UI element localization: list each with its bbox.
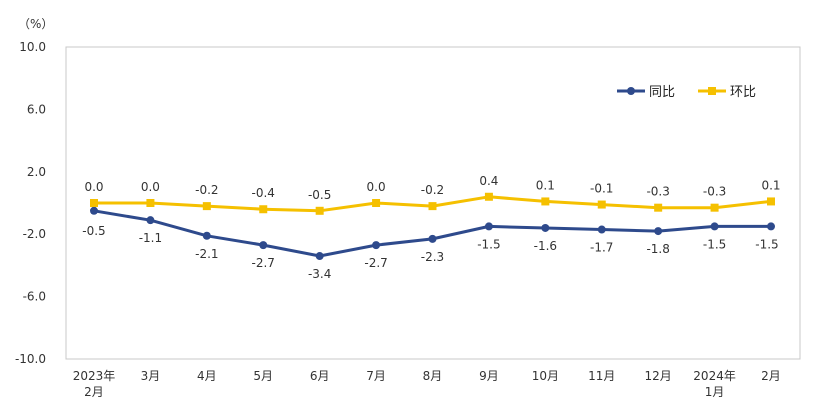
x-tick-label: 2024年 [693,369,736,383]
x-tick-label: 11月 [588,369,615,383]
data-label: -0.5 [308,188,331,202]
series-point-0 [259,241,268,250]
series-point-0 [484,222,493,231]
legend-label: 同比 [649,85,675,100]
y-axis-unit-label: （%） [18,17,53,31]
data-label: -1.5 [703,237,726,251]
data-label: -3.4 [308,267,331,281]
x-tick-label: 2月 [761,369,781,383]
x-tick-label: 10月 [532,369,559,383]
series-point-1 [372,199,381,207]
y-axis: 10.0 6.0 2.0 -2.0 -6.0 -10.0 [15,40,46,366]
series-point-1 [767,197,775,206]
data-label: -1.5 [477,237,500,251]
series-point-0 [372,241,381,250]
series-point-1 [654,203,663,212]
x-tick-label: 2023年 [73,369,116,383]
x-tick-label: 1月 [705,385,725,399]
data-label: -1.7 [590,241,613,255]
series-point-0 [315,252,324,261]
data-label: 0.0 [367,180,386,194]
y-tick-label: -6.0 [23,290,46,304]
data-label: -2.3 [421,250,444,264]
legend: 同比 环比 [617,85,756,100]
y-tick-label: 10.0 [19,40,46,54]
series-point-0 [654,227,663,236]
data-label: -0.2 [421,183,444,197]
y-tick-label: -10.0 [15,352,46,366]
x-tick-label: 6月 [310,369,330,383]
data-label: -0.3 [703,185,726,199]
series-point-0 [90,206,98,215]
x-tick-label: 8月 [423,369,443,383]
series-point-0 [202,231,211,240]
data-label: -0.3 [646,185,669,199]
legend-label: 环比 [730,85,756,100]
series-point-1 [202,202,211,211]
x-tick-label: 12月 [645,369,672,383]
series-point-1 [90,199,98,207]
data-label: -2.7 [364,256,387,270]
series-point-1 [710,203,719,212]
x-tick-label: 2月 [84,385,104,399]
data-label: 0.1 [536,178,555,192]
series-point-1 [315,206,324,215]
series-point-0 [428,234,437,243]
series-point-0 [541,223,550,232]
series-point-1 [597,200,606,209]
y-tick-label: -2.0 [23,227,46,241]
data-label: 0.4 [479,174,498,188]
data-label: -1.1 [139,231,162,245]
data-label: -1.5 [755,237,778,251]
data-label: -0.4 [252,186,275,200]
legend-swatch-marker [627,87,635,95]
series-point-0 [146,216,155,225]
data-label: -1.8 [646,242,669,256]
data-label: -0.5 [82,224,105,238]
data-label: -2.1 [195,247,218,261]
series-point-0 [767,222,775,231]
series-point-1 [428,202,437,211]
plot-area [65,46,801,360]
y-tick-label: 2.0 [27,165,46,179]
legend-swatch-marker [708,87,716,95]
series-point-1 [484,192,493,201]
series-point-1 [541,197,550,206]
series-point-1 [259,205,268,214]
data-label: -1.6 [534,239,557,253]
data-label: 0.1 [761,178,780,192]
series-point-0 [597,225,606,234]
data-label: 0.0 [84,180,103,194]
x-tick-label: 3月 [141,369,161,383]
x-tick-label: 7月 [366,369,386,383]
series-layer [90,192,775,261]
data-labels: -0.5 -1.1 -2.1 -2.7 -3.4 -2.7 -2.3 -1.5 -1.6 -1.7… [82,174,780,281]
x-tick-label: 9月 [479,369,499,383]
x-axis: 2023年 2月 3月 4月 5月 6月 7月 8月 9月 10月 11月 12月 2024年 1月 2月 [73,369,781,399]
data-label: -2.7 [252,256,275,270]
data-label: -0.2 [195,183,218,197]
data-label: -0.1 [590,182,613,196]
series-point-0 [710,222,719,231]
x-tick-label: 5月 [253,369,273,383]
y-tick-label: 6.0 [27,102,46,116]
data-label: 0.0 [141,180,160,194]
series-point-1 [146,199,155,207]
x-tick-label: 4月 [197,369,217,383]
